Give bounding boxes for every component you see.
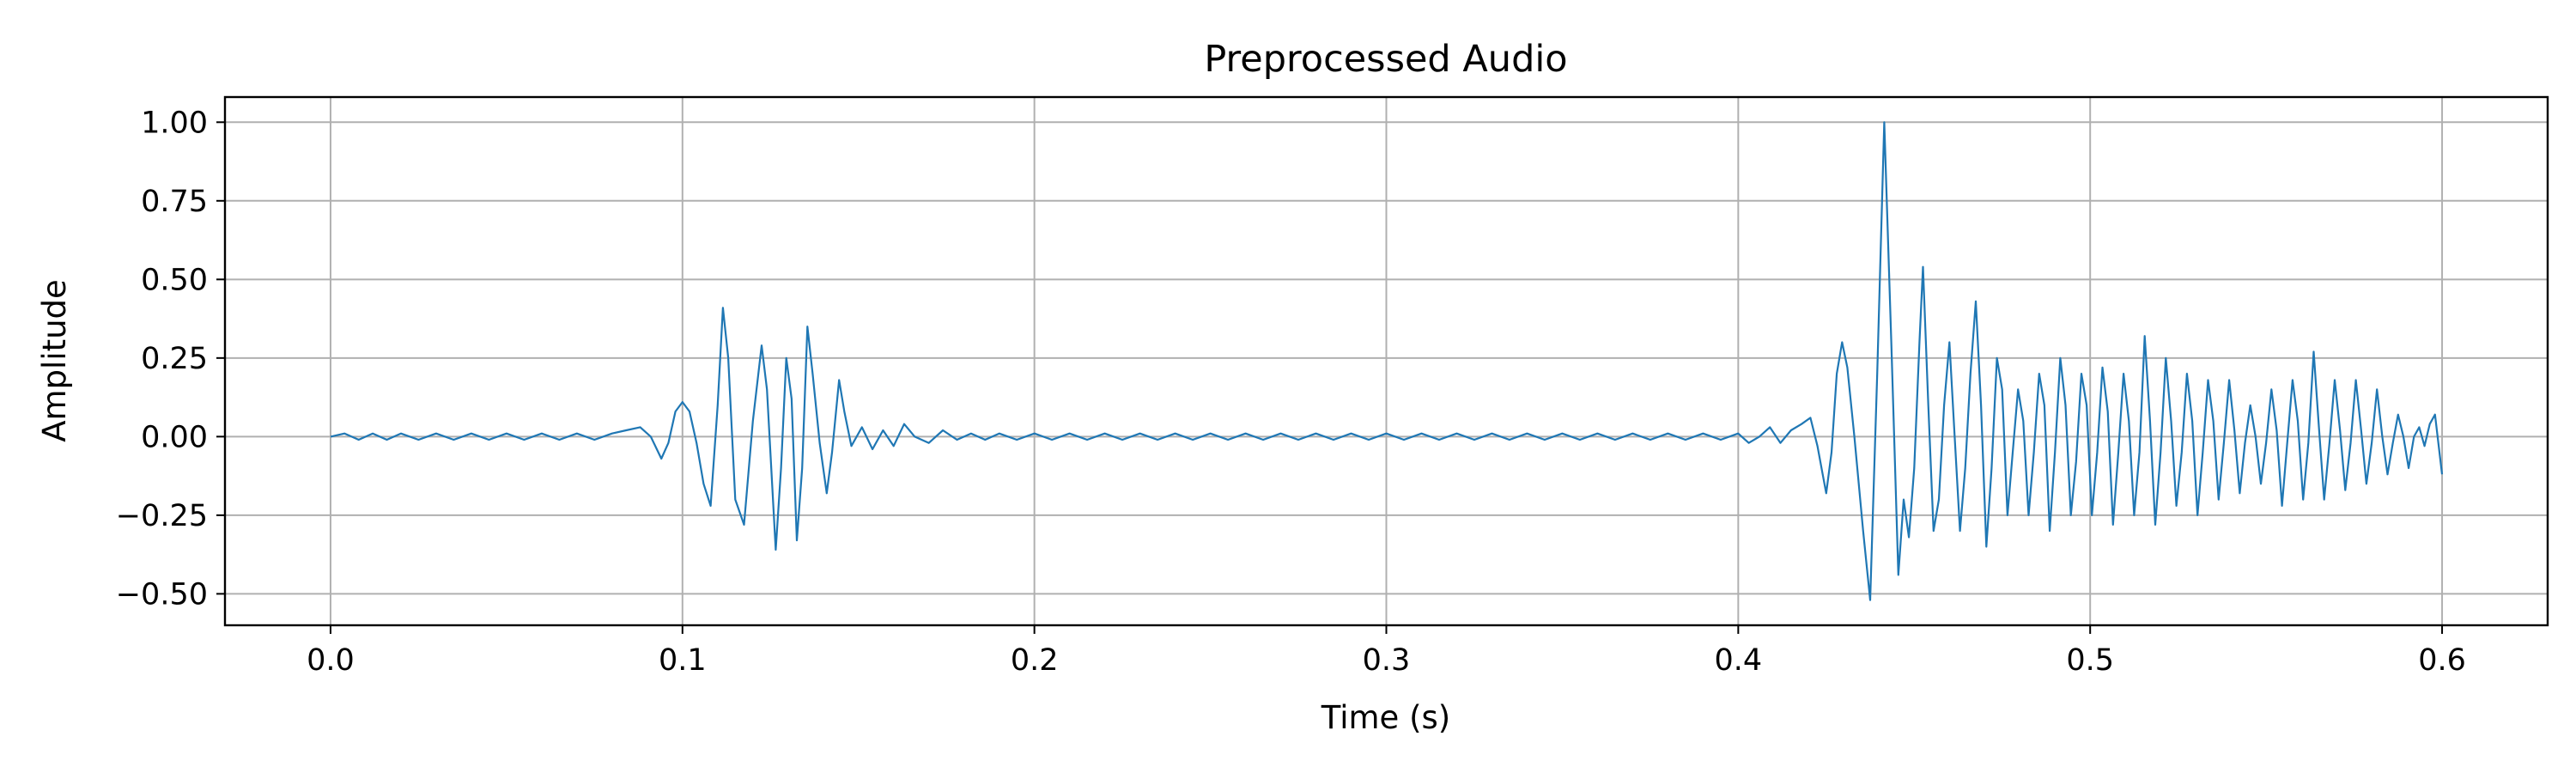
grid-lines [225, 97, 2548, 625]
y-tick-label: −0.25 [116, 499, 208, 533]
x-tick-label: 0.4 [1715, 643, 1763, 678]
waveform-line [330, 121, 2444, 601]
y-tick-label: 1.00 [141, 106, 208, 140]
series-layer [330, 121, 2444, 601]
chart-title: Preprocessed Audio [1204, 38, 1567, 81]
y-tick-label: 0.25 [141, 342, 208, 376]
x-tick-label: 0.6 [2418, 643, 2466, 678]
x-axis-label: Time (s) [1321, 699, 1450, 736]
x-tick-label: 0.5 [2066, 643, 2114, 678]
y-tick-label: 0.50 [141, 263, 208, 297]
x-axis: 0.0 0.1 0.2 0.3 0.4 0.5 0.6 [307, 625, 2466, 678]
x-tick-label: 0.1 [659, 643, 707, 678]
y-tick-label: −0.50 [116, 577, 208, 612]
x-tick-label: 0.0 [307, 643, 355, 678]
x-tick-label: 0.2 [1011, 643, 1059, 678]
y-tick-label: 0.00 [141, 420, 208, 454]
y-axis-label: Amplitude [36, 279, 73, 442]
y-tick-label: 0.75 [141, 185, 208, 219]
y-axis: −0.50 −0.25 0.00 0.25 0.50 0.75 1.00 [116, 106, 225, 612]
x-tick-label: 0.3 [1363, 643, 1411, 678]
